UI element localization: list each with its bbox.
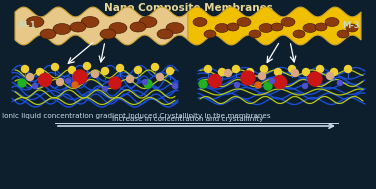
Ellipse shape <box>271 23 283 31</box>
Circle shape <box>91 70 99 77</box>
Circle shape <box>103 87 108 91</box>
Circle shape <box>102 67 109 74</box>
Ellipse shape <box>237 18 251 26</box>
Circle shape <box>241 71 255 85</box>
Circle shape <box>344 66 352 73</box>
Circle shape <box>235 83 240 88</box>
Ellipse shape <box>281 18 295 26</box>
Ellipse shape <box>249 30 261 38</box>
Circle shape <box>199 80 207 88</box>
Circle shape <box>68 67 76 74</box>
Circle shape <box>218 68 226 75</box>
Ellipse shape <box>157 29 173 39</box>
Circle shape <box>143 80 147 84</box>
Circle shape <box>73 70 87 84</box>
Circle shape <box>274 68 282 75</box>
Ellipse shape <box>81 16 99 28</box>
Circle shape <box>173 84 177 88</box>
Ellipse shape <box>166 22 184 33</box>
Ellipse shape <box>100 29 116 39</box>
Circle shape <box>38 74 52 87</box>
Ellipse shape <box>259 23 273 33</box>
Circle shape <box>247 68 253 75</box>
Polygon shape <box>188 7 361 45</box>
Circle shape <box>32 84 38 88</box>
Text: M-1: M-1 <box>18 22 36 30</box>
Circle shape <box>303 68 309 75</box>
Circle shape <box>317 66 323 73</box>
Circle shape <box>303 84 308 88</box>
Circle shape <box>273 75 287 88</box>
Ellipse shape <box>70 22 86 32</box>
Circle shape <box>224 70 232 77</box>
Circle shape <box>291 70 299 77</box>
Circle shape <box>156 74 164 81</box>
Circle shape <box>259 73 265 80</box>
Text: Ionic liquid concentration gradient induced Crystallinity in the membranes: Ionic liquid concentration gradient indu… <box>2 113 271 119</box>
Ellipse shape <box>130 22 146 32</box>
Circle shape <box>65 78 71 84</box>
Circle shape <box>205 66 211 73</box>
Ellipse shape <box>40 29 56 39</box>
Circle shape <box>18 79 26 87</box>
Text: M-3: M-3 <box>343 22 360 30</box>
Ellipse shape <box>337 30 349 38</box>
Ellipse shape <box>26 16 44 28</box>
Ellipse shape <box>227 23 239 31</box>
Ellipse shape <box>293 30 305 38</box>
Circle shape <box>144 80 152 88</box>
Ellipse shape <box>315 23 327 31</box>
Ellipse shape <box>53 23 71 35</box>
Circle shape <box>126 75 133 83</box>
Circle shape <box>56 78 64 85</box>
Circle shape <box>21 66 29 73</box>
Circle shape <box>52 64 59 70</box>
Circle shape <box>338 81 343 85</box>
Circle shape <box>26 74 33 81</box>
Circle shape <box>261 66 267 73</box>
Circle shape <box>288 66 296 73</box>
Circle shape <box>255 82 261 88</box>
Ellipse shape <box>139 16 157 28</box>
Circle shape <box>72 82 78 88</box>
Circle shape <box>152 64 159 70</box>
Circle shape <box>135 67 141 74</box>
Circle shape <box>167 67 173 74</box>
Text: Increase in concentration and crystallinity: Increase in concentration and crystallin… <box>112 116 264 122</box>
Ellipse shape <box>193 18 207 26</box>
Circle shape <box>109 77 121 89</box>
Ellipse shape <box>215 23 229 33</box>
Circle shape <box>232 66 240 73</box>
Circle shape <box>209 74 221 88</box>
Circle shape <box>270 78 274 84</box>
Circle shape <box>331 68 338 75</box>
Text: Nano Composite Membranes: Nano Composite Membranes <box>103 3 273 13</box>
Circle shape <box>83 63 91 70</box>
Polygon shape <box>15 7 188 45</box>
Ellipse shape <box>109 22 127 33</box>
Circle shape <box>264 82 272 90</box>
Ellipse shape <box>204 30 216 38</box>
Circle shape <box>117 64 123 71</box>
Ellipse shape <box>325 18 339 26</box>
Circle shape <box>36 68 44 75</box>
Circle shape <box>326 73 334 80</box>
Circle shape <box>308 72 322 86</box>
Ellipse shape <box>346 24 358 32</box>
Ellipse shape <box>303 23 317 33</box>
